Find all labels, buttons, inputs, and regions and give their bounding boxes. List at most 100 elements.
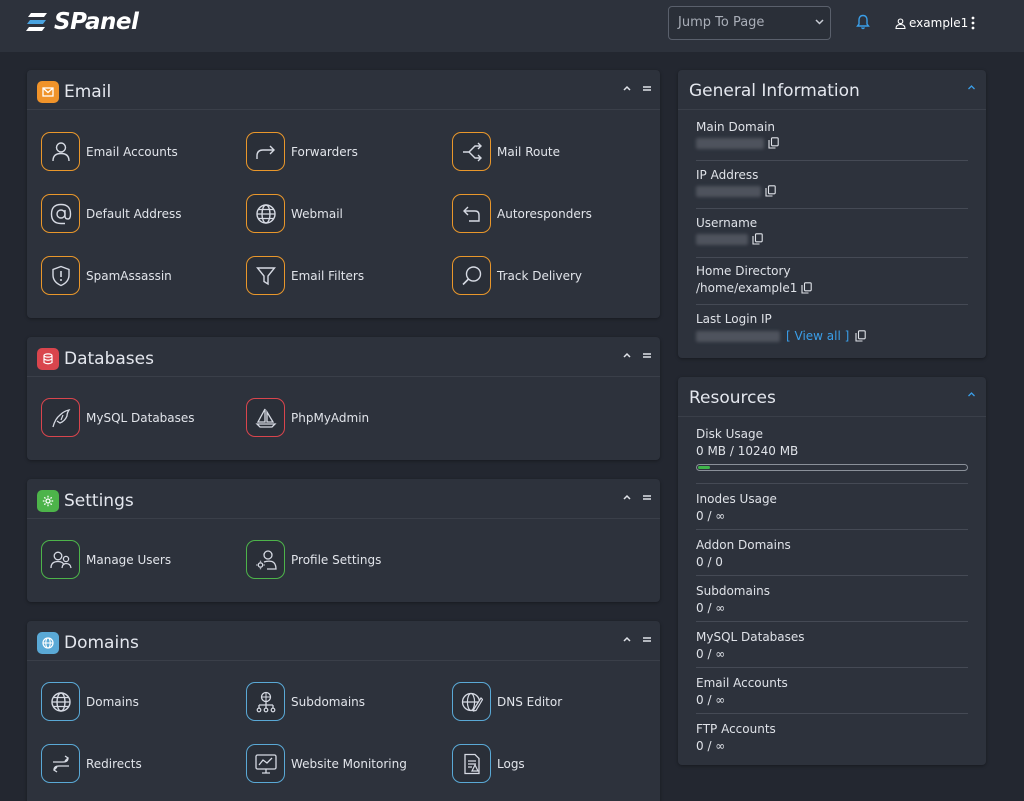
drag-handle-icon[interactable]	[642, 84, 652, 92]
users-icon	[41, 540, 80, 579]
tile-label: Website Monitoring	[291, 756, 407, 771]
user-menu[interactable]: example1	[895, 16, 968, 30]
database-icon	[37, 348, 59, 370]
settings-section-header: Settings	[27, 479, 660, 519]
redacted-value	[696, 330, 780, 342]
user-gear-icon	[246, 540, 285, 579]
general-information-panel: General Information Main Domain IP Addre…	[678, 70, 986, 358]
tile-label: Mail Route	[497, 144, 561, 159]
sitemap-icon	[246, 682, 285, 721]
resource-value: 0 / ∞	[696, 601, 726, 615]
collapse-chevron-icon[interactable]	[967, 391, 976, 398]
username-label: example1	[909, 16, 969, 30]
copy-icon[interactable]	[768, 137, 779, 149]
resource-subdomains: Subdomains 0 / ∞	[696, 584, 968, 622]
copy-icon[interactable]	[752, 233, 763, 245]
tile-track-delivery[interactable]: Track Delivery	[452, 256, 582, 295]
tile-email-filters[interactable]: Email Filters	[246, 256, 364, 295]
databases-section-header: Databases	[27, 337, 660, 377]
tile-autoresponders[interactable]: Autoresponders	[452, 194, 592, 233]
redacted-value	[696, 137, 764, 149]
tile-forwarders[interactable]: Forwarders	[246, 132, 358, 171]
resource-ftp-accounts: FTP Accounts 0 / ∞	[696, 722, 968, 756]
resource-label: Inodes Usage	[696, 492, 777, 506]
globe-icon	[37, 632, 59, 654]
log-icon	[452, 744, 491, 783]
info-label: IP Address	[696, 168, 759, 182]
tile-subdomains[interactable]: Subdomains	[246, 682, 365, 721]
tile-website-monitoring[interactable]: Website Monitoring	[246, 744, 407, 783]
collapse-chevron-icon[interactable]	[967, 84, 976, 91]
copy-icon[interactable]	[801, 282, 813, 294]
jump-to-page-placeholder: Jump To Page	[678, 15, 765, 30]
copy-icon[interactable]	[855, 330, 867, 342]
tile-label: Profile Settings	[291, 552, 382, 567]
drag-handle-icon[interactable]	[642, 351, 652, 359]
collapse-chevron-icon[interactable]	[622, 493, 632, 501]
spanel-logo[interactable]: SPanel	[25, 9, 139, 35]
general-information-header: General Information	[678, 70, 986, 110]
domains-section: Domains Domains Subdomains DNS Editor Re…	[27, 621, 660, 801]
tile-label: Forwarders	[291, 144, 358, 159]
info-label: Home Directory	[696, 264, 791, 278]
collapse-chevron-icon[interactable]	[622, 351, 632, 359]
info-label: Last Login IP	[696, 312, 772, 326]
more-vertical-icon[interactable]	[970, 16, 976, 30]
tile-label: Track Delivery	[497, 268, 583, 283]
view-all-link[interactable]: [ View all ]	[786, 329, 850, 343]
resource-label: MySQL Databases	[696, 630, 805, 644]
jump-to-page-select[interactable]: Jump To Page	[668, 6, 831, 40]
tile-profile-settings[interactable]: Profile Settings	[246, 540, 381, 579]
disk-usage-progress-bar	[696, 464, 968, 471]
resource-label: Subdomains	[696, 584, 771, 598]
resource-label: Disk Usage	[696, 427, 763, 441]
info-label: Main Domain	[696, 120, 776, 134]
collapse-chevron-icon[interactable]	[622, 635, 632, 643]
tile-mysql-databases[interactable]: MySQL Databases	[41, 398, 195, 437]
tile-phpmyadmin[interactable]: PhpMyAdmin	[246, 398, 369, 437]
resources-panel: Resources Disk Usage 0 MB / 10240 MB Ino…	[678, 377, 986, 765]
tile-domains[interactable]: Domains	[41, 682, 139, 721]
tile-label: Email Accounts	[86, 144, 178, 159]
tile-mail-route[interactable]: Mail Route	[452, 132, 560, 171]
collapse-chevron-icon[interactable]	[622, 84, 632, 92]
spanel-logo-icon	[26, 13, 47, 31]
resource-email-accounts: Email Accounts 0 / ∞	[696, 676, 968, 714]
email-section-title: Email	[64, 82, 112, 102]
resource-value: 0 / ∞	[696, 509, 726, 523]
resource-addon-domains: Addon Domains 0 / 0	[696, 538, 968, 576]
at-icon	[41, 194, 80, 233]
tile-spamassassin[interactable]: SpamAssassin	[41, 256, 172, 295]
reply-icon	[452, 194, 491, 233]
resource-value: 0 / ∞	[696, 693, 726, 707]
tile-label: Logs	[497, 756, 525, 771]
tile-redirects[interactable]: Redirects	[41, 744, 142, 783]
copy-icon[interactable]	[765, 185, 776, 197]
info-label: Username	[696, 216, 758, 230]
drag-handle-icon[interactable]	[642, 635, 652, 643]
user-icon	[41, 132, 80, 171]
tile-label: SpamAssassin	[86, 268, 172, 283]
drag-handle-icon[interactable]	[642, 493, 652, 501]
databases-section-title: Databases	[64, 349, 154, 369]
tile-logs[interactable]: Logs	[452, 744, 525, 783]
bell-icon[interactable]	[856, 14, 870, 30]
tile-label: Email Filters	[291, 268, 365, 283]
resource-disk-usage: Disk Usage 0 MB / 10240 MB	[696, 427, 968, 484]
search-icon	[452, 256, 491, 295]
tile-label: Default Address	[86, 206, 182, 221]
tile-email-accounts[interactable]: Email Accounts	[41, 132, 178, 171]
tile-label: Manage Users	[86, 552, 172, 567]
route-icon	[452, 132, 491, 171]
info-main-domain: Main Domain	[696, 120, 968, 161]
globe-icon	[246, 194, 285, 233]
envelope-icon	[37, 81, 59, 103]
home-directory-value: /home/example1	[696, 281, 798, 295]
tile-manage-users[interactable]: Manage Users	[41, 540, 171, 579]
tile-default-address[interactable]: Default Address	[41, 194, 181, 233]
disk-usage-progress-fill	[698, 466, 710, 469]
tile-dns-editor[interactable]: DNS Editor	[452, 682, 562, 721]
resources-header: Resources	[678, 377, 986, 417]
tile-webmail[interactable]: Webmail	[246, 194, 343, 233]
resource-value: 0 / ∞	[696, 739, 726, 753]
